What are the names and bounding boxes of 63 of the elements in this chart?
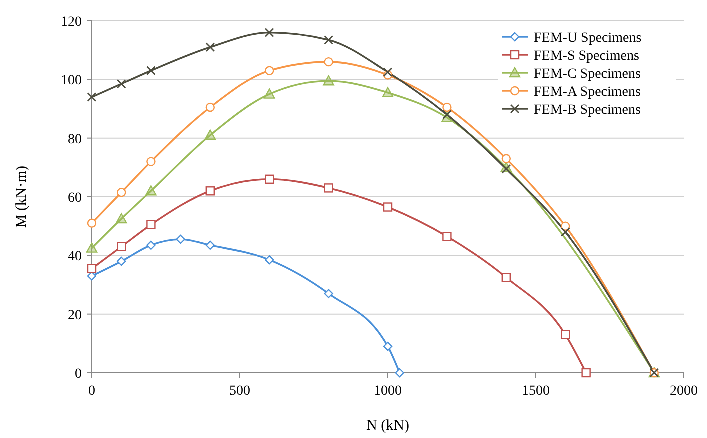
- point: [146, 157, 156, 166]
- point: [442, 232, 452, 242]
- x-tick-label: 1500: [522, 384, 550, 399]
- point: [324, 289, 334, 298]
- legend-label: FEM-S Specimens: [534, 49, 640, 64]
- point: [264, 88, 276, 99]
- point: [87, 272, 97, 281]
- point: [442, 102, 452, 112]
- point: [146, 220, 156, 230]
- point: [265, 66, 274, 76]
- point: [582, 368, 591, 378]
- x-axis-title: N (kN): [366, 418, 410, 434]
- point: [264, 28, 274, 38]
- x-tick-label: 500: [230, 384, 250, 399]
- point: [324, 35, 334, 45]
- point: [502, 154, 511, 164]
- point: [502, 273, 511, 282]
- x-tick-label: 1000: [374, 384, 402, 399]
- point: [324, 184, 334, 193]
- point: [146, 240, 156, 250]
- point: [117, 242, 126, 252]
- point: [395, 368, 404, 378]
- point: [176, 234, 186, 244]
- legend-label: FEM-A Specimens: [534, 85, 641, 100]
- point: [265, 174, 274, 184]
- point: [382, 87, 394, 98]
- point: [383, 342, 393, 352]
- y-axis-title: M (kN·m): [14, 166, 30, 228]
- point: [117, 256, 126, 266]
- point: [383, 68, 393, 78]
- legend-label: FEM-U Specimens: [534, 31, 642, 46]
- point: [87, 218, 97, 228]
- point: [206, 102, 215, 112]
- y-tick-label: 0: [75, 367, 82, 382]
- legend-label: FEM-B Specimens: [534, 103, 641, 118]
- point: [206, 186, 215, 196]
- legend-label: FEM-C Specimens: [534, 67, 641, 82]
- point: [86, 242, 98, 253]
- point: [324, 57, 334, 67]
- y-tick-label: 20: [68, 308, 82, 324]
- point: [116, 79, 126, 89]
- point: [383, 202, 393, 212]
- point: [442, 110, 452, 120]
- point: [117, 188, 126, 198]
- point: [323, 76, 334, 86]
- y-tick-label: 80: [68, 132, 82, 148]
- point: [560, 228, 570, 237]
- point: [87, 264, 97, 274]
- point: [87, 92, 97, 102]
- point: [146, 66, 156, 76]
- y-tick-label: 40: [68, 250, 82, 265]
- point: [206, 42, 216, 52]
- point: [561, 330, 570, 340]
- point: [116, 213, 128, 224]
- x-tick-label: 2000: [670, 384, 698, 399]
- point: [265, 255, 274, 265]
- y-tick-label: 100: [61, 74, 82, 89]
- y-tick-label: 60: [68, 191, 82, 206]
- y-tick-label: 120: [61, 15, 82, 30]
- point: [206, 240, 215, 250]
- point: [204, 130, 216, 140]
- point: [146, 186, 157, 196]
- x-tick-label: 0: [88, 384, 96, 399]
